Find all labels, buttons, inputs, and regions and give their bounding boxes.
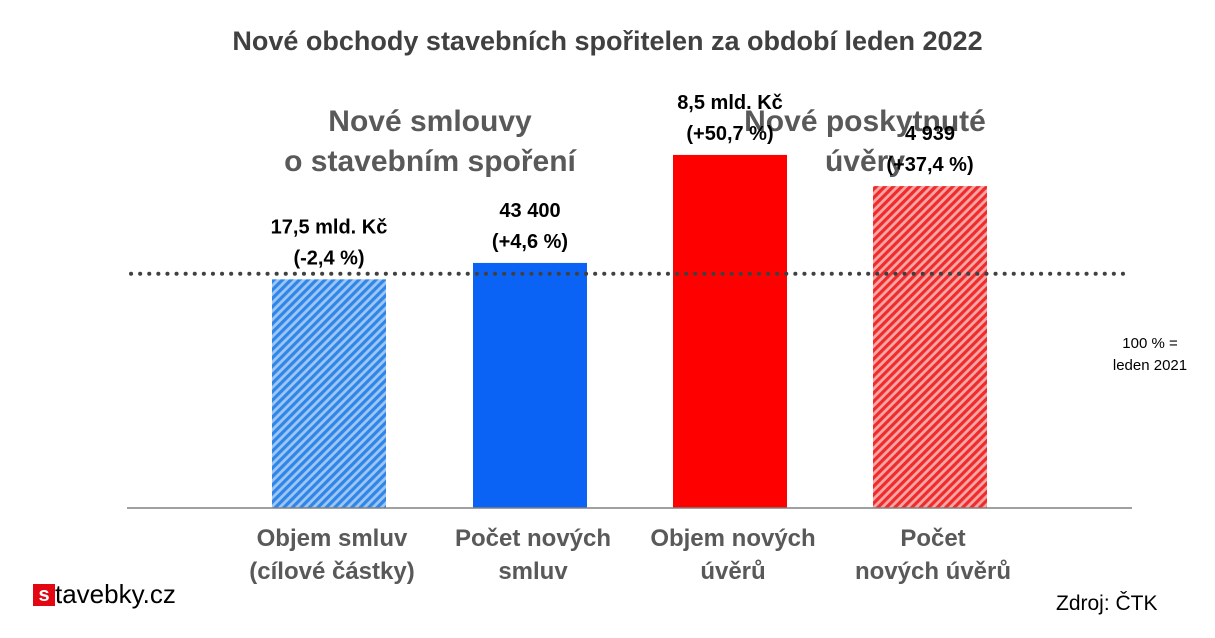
category-label: Objem smluv [257,525,408,552]
data-label: (-2,4 %) [293,247,364,269]
brand-logo: s tavebky.cz [33,579,176,610]
reference-label-line: leden 2021 [1112,357,1188,374]
bar [272,279,386,508]
category-label: Počet nových [455,525,611,552]
data-label: 8,5 mld. Kč [677,92,783,114]
group-title-loans: Nové poskytnuté úvěry [665,102,1065,182]
data-label: 4 939 [905,123,955,145]
data-label: (+4,6 %) [492,231,568,253]
category-label: (cílové částky) [249,558,414,585]
chart-title: Nové obchody stavebních spořitelen za ob… [232,26,983,56]
category-label: Objem nových [650,525,815,552]
brand-logo-text: tavebky.cz [55,579,176,609]
group-title-line: Nové poskytnuté [744,105,986,138]
category-label: nových úvěrů [855,558,1011,585]
bar [873,186,987,508]
data-label: 17,5 mld. Kč [271,216,388,238]
bar [473,262,587,508]
data-label: 43 400 [499,200,560,222]
category-label: úvěrů [700,558,765,585]
group-title-contracts: Nové smlouvy o stavebním spoření [230,102,630,182]
group-title-line: o stavebním spoření [284,145,576,178]
category-label: Počet [900,525,965,552]
group-title-line: Nové smlouvy [328,105,532,138]
group-title-line: úvěry [824,145,906,178]
bar [673,154,787,508]
data-label: (+50,7 %) [686,123,773,145]
reference-line-label: 100 % = leden 2021 [1085,333,1215,377]
data-label: (+37,4 %) [886,154,973,176]
reference-label-line: 100 % = [1122,335,1178,352]
source-note: Zdroj: ČTK [1056,592,1158,615]
category-label: smluv [498,558,568,585]
brand-logo-mark: s [33,583,55,606]
